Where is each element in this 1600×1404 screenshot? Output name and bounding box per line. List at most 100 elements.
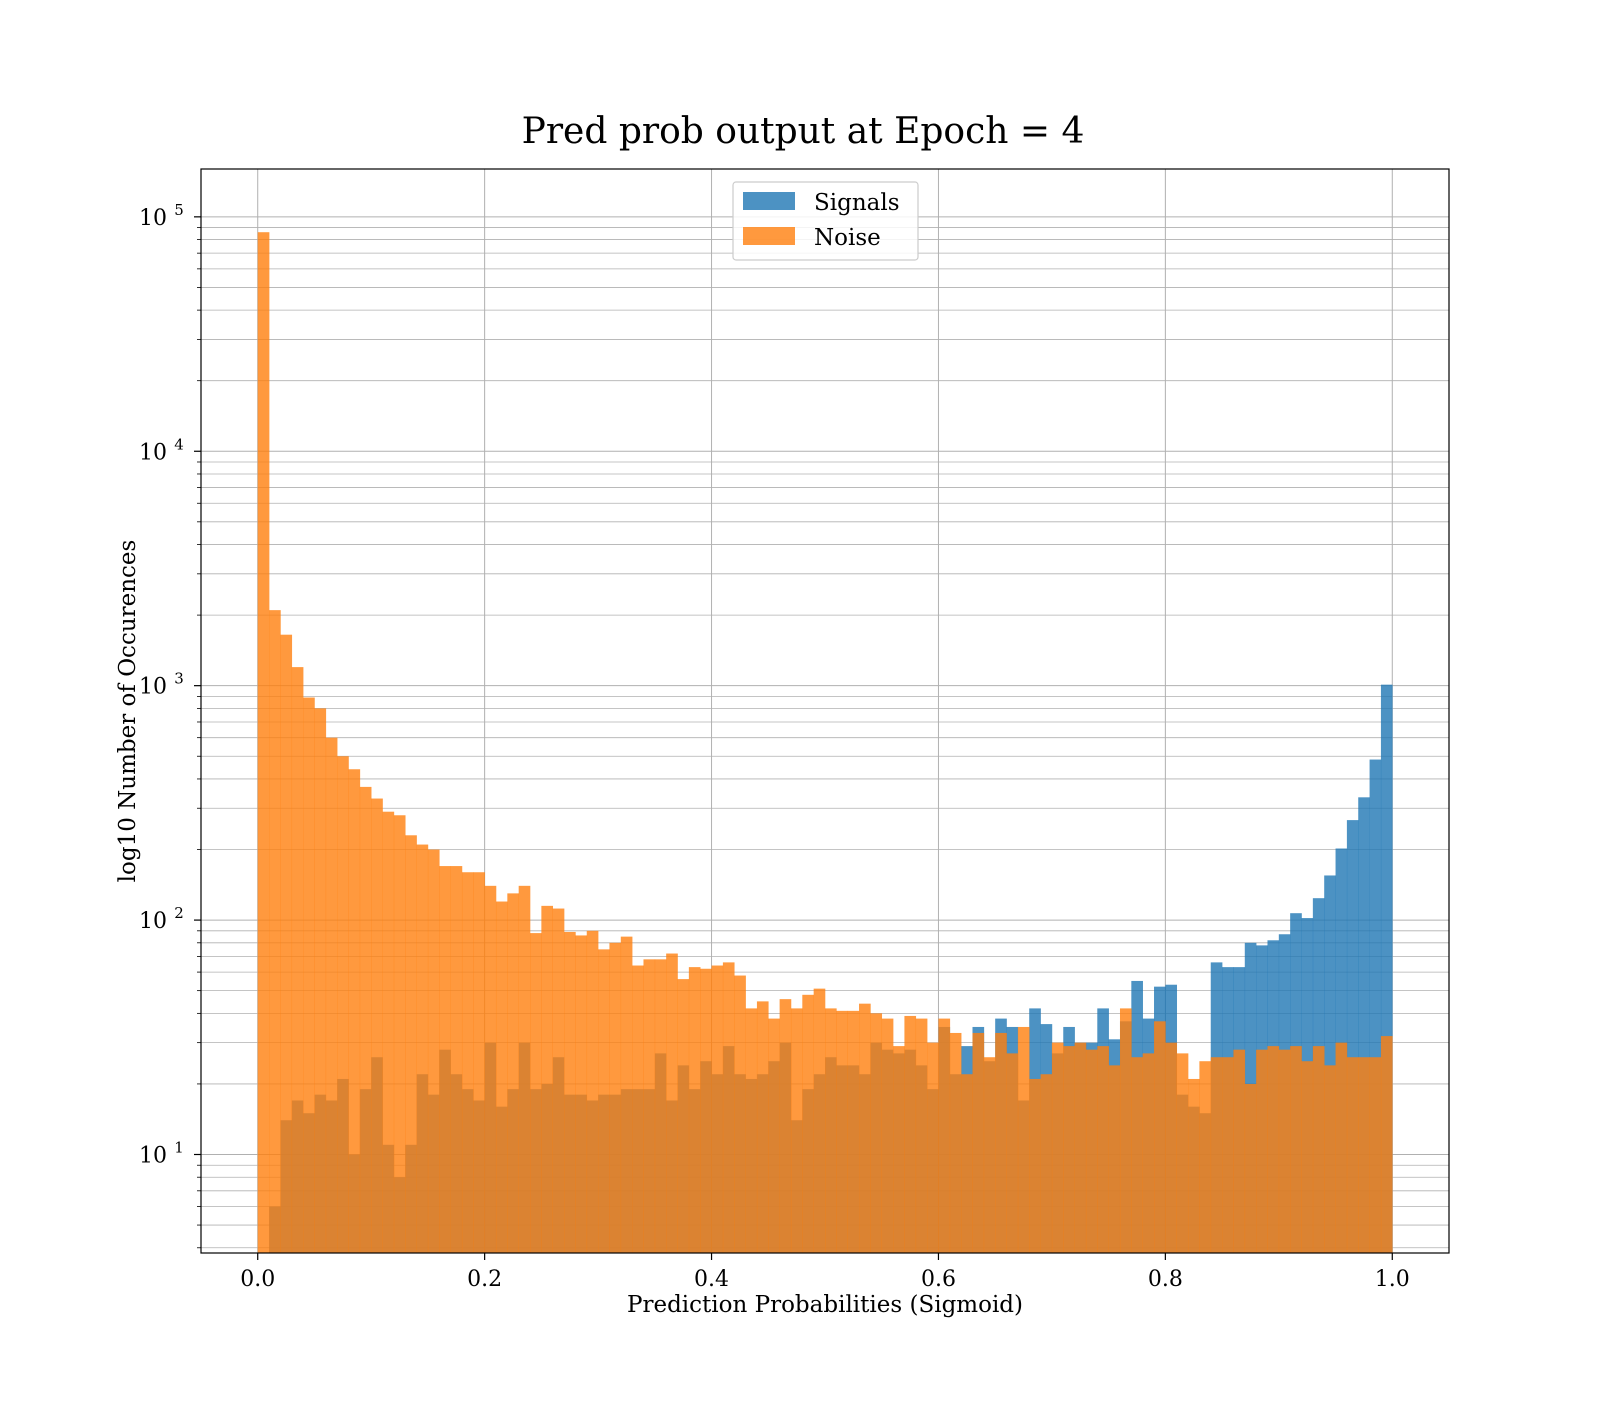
noise-bar [405,835,417,1253]
y-tick-label: 10 [139,206,167,231]
x-tick-label: 0.6 [921,1267,956,1292]
noise-bar [734,975,746,1253]
noise-bar [1051,1042,1064,1253]
noise-bar [303,697,315,1253]
noise-bar [711,965,724,1253]
noise-bar [972,1032,985,1253]
noise-bar [1188,1078,1200,1253]
noise-bar [337,756,349,1253]
x-tick-label: 1.0 [1375,1267,1410,1292]
y-tick-exponent: 3 [174,670,184,688]
noise-bar [609,942,622,1253]
noise-bar [1210,1057,1223,1253]
noise-bar [1029,1078,1041,1253]
x-tick-label: 0.0 [240,1267,275,1292]
noise-bar [1369,1057,1382,1253]
legend: Signals Noise [732,181,919,261]
noise-bar [1176,1053,1189,1253]
noise-bar [507,893,519,1253]
y-tick-exponent: 2 [174,904,184,922]
y-tick-label: 10 [139,675,167,700]
y-tick-exponent: 1 [174,1138,184,1156]
y-tick-exponent: 5 [174,201,184,219]
legend-swatch-signals [743,192,795,210]
y-axis-label: log10 Number of Occurences [115,540,141,883]
noise-bar [1324,1065,1336,1253]
legend-swatch-noise [743,227,795,245]
y-tick-exponent: 4 [174,435,184,453]
chart-title: Pred prob output at Epoch = 4 [522,111,1085,152]
noise-bar [881,1018,894,1253]
noise-bar [1097,1046,1109,1253]
plot-frame [200,168,1450,1254]
noise-bar [530,933,542,1253]
noise-bar [1199,1061,1212,1253]
noise-bar [564,931,576,1253]
noise-bar [371,798,383,1253]
signals-bar [1346,820,1359,1253]
x-tick-label: 0.4 [694,1267,729,1292]
noise-bar [552,908,565,1253]
y-axis-ticks: 10 1 10 2 10 3 10 4 10 5 [139,201,201,1249]
noise-bar [416,844,429,1253]
noise-bar [280,634,293,1253]
signals-bar [1380,684,1393,1253]
noise-bar [1222,1057,1234,1253]
noise-bar [359,786,372,1253]
noise-bar [575,935,588,1253]
noise-bar [790,1008,803,1253]
noise-bar [393,815,406,1253]
noise-bar [257,232,270,1254]
noise-bar [484,885,497,1253]
noise-bar [598,949,610,1253]
noise-bar [915,1018,928,1253]
noise-bar [938,1018,951,1253]
noise-bar [1233,1049,1246,1253]
noise-bar [677,979,690,1253]
noise-bar [1108,1065,1121,1253]
noise-bars [257,232,1393,1254]
legend-label-signals: Signals [814,190,900,216]
noise-bar [269,610,281,1253]
noise-bar [1301,1061,1314,1253]
noise-bar [961,1074,973,1253]
noise-bar [1131,1057,1143,1253]
noise-bar [1312,1046,1325,1253]
noise-bar [836,1010,848,1253]
signals-bar [1324,875,1336,1253]
noise-bar [325,737,338,1253]
noise-bar [1142,1053,1155,1253]
noise-bar [495,901,508,1253]
noise-bar [473,872,485,1253]
noise-bar [1006,1053,1019,1253]
noise-bar [802,994,814,1253]
noise-bar [643,959,656,1253]
noise-bar [1358,1057,1370,1253]
noise-bar [756,1001,769,1253]
noise-bar [666,953,678,1253]
signals-bar [1369,759,1382,1253]
noise-bar [1085,1049,1098,1253]
noise-bar [1165,1042,1178,1253]
noise-bar [995,1032,1007,1253]
noise-bar [859,1003,871,1253]
noise-bar [1380,1036,1393,1253]
noise-bar [1063,1046,1075,1253]
noise-bar [382,811,395,1253]
x-tick-label: 0.2 [467,1267,502,1292]
noise-bar [870,1013,883,1253]
y-tick-label: 10 [139,909,167,934]
noise-bar [1074,1042,1087,1253]
noise-bar [1335,1042,1348,1253]
noise-bar [1040,1074,1053,1253]
noise-bar [450,866,463,1253]
noise-bar [314,708,327,1253]
noise-bar [927,1042,939,1253]
noise-bar [847,1010,860,1253]
noise-bar [1244,1083,1257,1253]
noise-bar [586,930,599,1253]
noise-bar [291,667,304,1253]
noise-bar [1267,1046,1280,1253]
